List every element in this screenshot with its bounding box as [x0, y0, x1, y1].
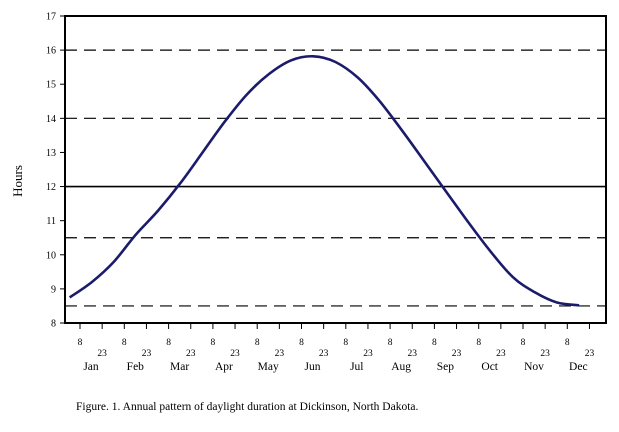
y-tick-label: 8	[51, 319, 56, 330]
y-tick-label: 10	[46, 250, 56, 261]
x-axis: 823Jan823Feb823Mar823Apr823May823Jun823J…	[78, 323, 595, 373]
x-tick-label: 23	[408, 349, 418, 359]
month-label: Aug	[391, 361, 411, 373]
y-tick-label: 13	[46, 148, 56, 159]
grid-layer	[65, 49, 606, 307]
y-tick-label: 16	[46, 46, 56, 57]
month-label: Mar	[170, 361, 189, 373]
x-tick-label: 8	[521, 338, 526, 348]
x-tick-label: 8	[565, 338, 570, 348]
x-tick-label: 23	[275, 349, 285, 359]
x-tick-label: 8	[388, 338, 393, 348]
y-axis: 8 9 10 11 12 13 14 15 16 17	[46, 12, 65, 330]
month-label: Apr	[215, 361, 233, 373]
y-tick-label: 17	[46, 12, 56, 23]
x-tick-label: 23	[363, 349, 373, 359]
x-tick-label: 8	[432, 338, 437, 348]
y-tick-label: 14	[46, 114, 56, 125]
month-label: Oct	[481, 361, 498, 373]
y-axis-label: Hours	[10, 165, 25, 197]
figure-caption: Figure. 1. Annual pattern of daylight du…	[76, 401, 419, 413]
month-label: Nov	[524, 361, 544, 373]
y-tick-label: 12	[46, 182, 56, 193]
x-tick-label: 8	[122, 338, 127, 348]
x-tick-label: 8	[476, 338, 481, 348]
month-label: Jan	[83, 361, 99, 373]
x-tick-label: 23	[319, 349, 329, 359]
x-tick-label: 23	[540, 349, 550, 359]
x-tick-label: 23	[230, 349, 240, 359]
x-tick-label: 23	[496, 349, 506, 359]
x-tick-label: 8	[78, 338, 83, 348]
x-tick-label: 8	[299, 338, 304, 348]
daylight-chart: 8 9 10 11 12 13 14 15 16 17 8 23 Jan 8 23 Feb 8 23 Mar 8 23…	[10, 12, 607, 373]
y-tick-label: 9	[51, 284, 56, 295]
month-label: Dec	[569, 361, 588, 373]
series-layer	[68, 54, 580, 307]
month-label: Jun	[305, 361, 321, 373]
month-label: Feb	[127, 361, 145, 373]
x-tick-label: 23	[186, 349, 196, 359]
x-tick-label: 23	[585, 349, 595, 359]
daylight-line	[68, 54, 580, 307]
x-tick-label: 8	[255, 338, 260, 348]
y-tick-label: 11	[46, 216, 56, 227]
x-tick-label: 23	[142, 349, 152, 359]
x-tick-label: 8	[211, 338, 216, 348]
x-tick-label: 8	[166, 338, 171, 348]
plot-frame	[64, 15, 607, 324]
month-label: May	[258, 361, 279, 373]
x-tick-label: 8	[343, 338, 348, 348]
x-tick-label: 23	[97, 349, 107, 359]
x-tick-label: 23	[452, 349, 462, 359]
y-tick-label: 15	[46, 80, 56, 91]
month-label: Jul	[350, 361, 363, 373]
month-label: Sep	[437, 361, 455, 373]
